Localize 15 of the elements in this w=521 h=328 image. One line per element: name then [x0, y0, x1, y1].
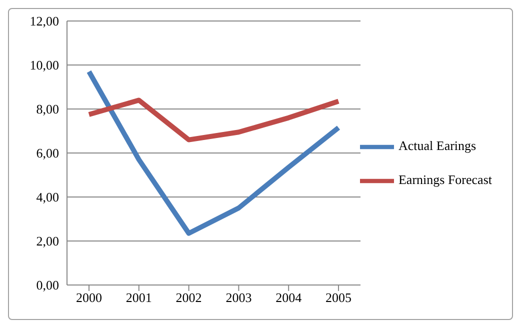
y-tick-label: 6,00 — [36, 146, 59, 161]
x-tick-label: 2001 — [126, 290, 152, 306]
x-tick-label: 2002 — [176, 290, 202, 306]
y-tick-label: 2,00 — [36, 234, 59, 249]
legend-label: Actual Earings — [398, 138, 476, 153]
y-tick-label: 12,00 — [30, 14, 59, 29]
y-tick-label: 4,00 — [36, 190, 59, 205]
y-tick-label: 0,00 — [36, 278, 59, 293]
x-tick-label: 2005 — [325, 290, 352, 306]
y-tick-label: 8,00 — [36, 102, 59, 117]
y-tick-label: 10,00 — [30, 58, 59, 73]
x-tick-label: 2004 — [276, 290, 302, 306]
x-tick-label: 2003 — [226, 290, 252, 306]
x-tick-label: 2000 — [76, 290, 102, 306]
legend-label: Earnings Forecast — [398, 172, 492, 187]
